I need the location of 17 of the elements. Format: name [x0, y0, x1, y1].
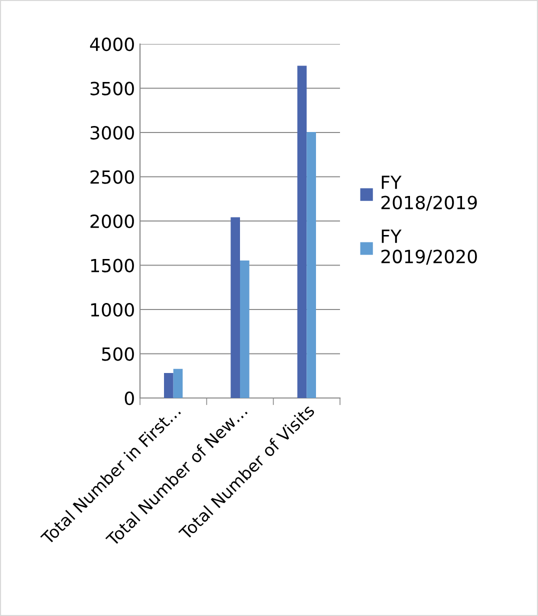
y-tick-label: 0 — [124, 391, 134, 406]
y-tick-label: 1500 — [91, 258, 134, 272]
bar — [164, 372, 174, 398]
legend-label: FY 2018/2019 — [381, 176, 477, 211]
y-tick-label: 500 — [102, 347, 134, 361]
y-tick-label: 4000 — [90, 37, 134, 52]
bar — [240, 260, 250, 398]
bar — [173, 368, 183, 398]
y-tick-label: 1000 — [91, 302, 134, 317]
bar — [306, 132, 316, 398]
y-tick-label: 2000 — [90, 214, 134, 228]
y-tick-label: 3000 — [90, 126, 134, 140]
y-tick-label: 3500 — [90, 82, 134, 96]
bar — [297, 66, 307, 398]
legend-label: FY 2019/2020 — [381, 230, 477, 265]
y-tick-label: 2500 — [90, 170, 134, 184]
bar — [230, 217, 240, 398]
